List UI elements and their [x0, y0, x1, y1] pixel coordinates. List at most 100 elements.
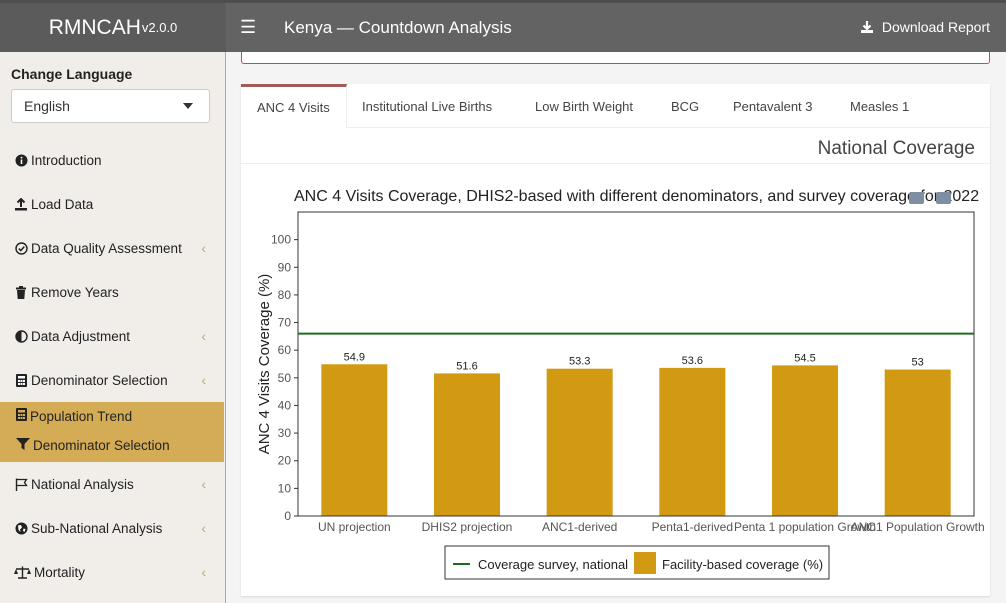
x-tick-label: DHIS2 projection	[422, 520, 513, 534]
bar[interactable]	[546, 368, 613, 516]
top-box-bottom-edge	[241, 52, 990, 64]
denominator-submenu: Population Trend Denominator Selection	[0, 402, 224, 462]
sidebar-item-data-quality[interactable]: Data Quality Assessment ‹	[0, 231, 226, 265]
language-label: Change Language	[11, 66, 133, 82]
y-tick-label: 90	[278, 260, 292, 274]
sidebar-item-label: National Analysis	[31, 476, 134, 492]
sidebar-item-subnational-analysis[interactable]: Sub-National Analysis ‹	[0, 511, 226, 545]
chart-toolbar	[909, 192, 951, 204]
chevron-down-icon	[183, 103, 193, 109]
bar[interactable]	[321, 364, 388, 516]
legend-bar-swatch	[634, 552, 656, 574]
sidebar-item-load-data[interactable]: Load Data	[0, 187, 226, 221]
bar[interactable]	[772, 365, 838, 516]
chevron-left-icon: ‹	[201, 240, 206, 256]
bar-value-label: 54.9	[344, 351, 365, 363]
x-tick-label: ANC1-derived	[542, 520, 617, 534]
balance-icon	[14, 565, 31, 579]
trash-icon	[14, 285, 28, 299]
indicator-tabs: ANC 4 Visits Institutional Live Births L…	[241, 84, 990, 128]
brand-name: RMNCAH	[48, 15, 141, 39]
coverage-panel: ANC 4 Visits Institutional Live Births L…	[241, 84, 990, 596]
x-tick-label: UN projection	[318, 520, 391, 534]
x-tick-label: Penta 1 population Growth	[734, 520, 876, 534]
upload-icon	[14, 197, 28, 211]
x-tick-label: Penta1-derived	[652, 520, 733, 534]
sidebar-item-label: Mortality	[34, 564, 86, 580]
y-tick-label: 30	[278, 426, 292, 440]
y-tick-label: 20	[278, 454, 292, 468]
tab-bcg[interactable]: BCG	[671, 98, 700, 114]
sidebar-item-data-adjustment[interactable]: Data Adjustment ‹	[0, 319, 226, 353]
y-tick-label: 0	[284, 509, 291, 523]
y-tick-label: 60	[278, 343, 292, 357]
legend-survey: Coverage survey, national	[478, 557, 628, 572]
sidebar-item-mortality[interactable]: Mortality ‹	[0, 555, 226, 589]
chart-legend: Coverage survey, national Facility-based…	[444, 545, 830, 580]
sidebar-item-denominator-selection[interactable]: Denominator Selection ‹	[0, 363, 226, 397]
chevron-left-icon: ‹	[201, 564, 206, 580]
sidebar-item-label: Data Quality Assessment	[31, 240, 182, 256]
submenu-item-label: Population Trend	[30, 408, 133, 424]
language-value: English	[24, 98, 70, 114]
page-title: Kenya — Countdown Analysis	[284, 18, 512, 37]
y-tick-label: 80	[278, 288, 292, 302]
submenu-item-label: Denominator Selection	[33, 438, 170, 453]
chevron-left-icon: ‹	[201, 520, 206, 536]
menu-toggle-icon[interactable]: ☰	[240, 17, 257, 37]
chevron-left-icon: ‹	[201, 476, 206, 492]
plot-frame	[297, 211, 975, 517]
sidebar: Change Language English Introduction Loa…	[0, 52, 226, 603]
tab-anc4[interactable]: ANC 4 Visits	[241, 84, 347, 128]
download-report-button[interactable]: Download Report	[860, 19, 990, 35]
language-select[interactable]: English	[11, 89, 210, 123]
x-tick-label: ANC1 Population Growth	[851, 520, 985, 534]
info-icon	[14, 153, 28, 167]
y-tick-label: 100	[271, 233, 291, 247]
camera-icon[interactable]	[909, 192, 924, 204]
coverage-chart: 0 10 20 30 40 50 60 70 80 90 100 UN projection DHIS…	[256, 211, 985, 580]
brand-logo[interactable]: RMNCAH v2.0.0	[0, 3, 226, 52]
tab-pentavalent3[interactable]: Pentavalent 3	[733, 98, 813, 114]
sidebar-item-introduction[interactable]: Introduction	[0, 143, 226, 177]
sidebar-item-label: Denominator Selection	[31, 372, 168, 388]
tab-low-birth-weight[interactable]: Low Birth Weight	[535, 98, 634, 114]
bar[interactable]	[659, 367, 726, 516]
submenu-item-population-trend[interactable]: Population Trend	[16, 408, 132, 424]
sidebar-item-label: Remove Years	[31, 284, 119, 300]
y-tick-label: 40	[278, 398, 292, 412]
sidebar-item-label: Load Data	[31, 196, 94, 212]
divider	[241, 163, 990, 164]
bar-value-label: 53.6	[682, 355, 703, 367]
download-label: Download Report	[881, 19, 990, 35]
legend-facility: Facility-based coverage (%)	[662, 557, 823, 572]
chart-title: ANC 4 Visits Coverage, DHIS2-based with …	[294, 188, 980, 205]
filter-icon	[16, 438, 30, 453]
bar-value-label: 53	[912, 357, 924, 369]
bar-value-label: 51.6	[456, 360, 477, 372]
tab-institutional-live-births[interactable]: Institutional Live Births	[362, 98, 493, 114]
sidebar-item-label: Sub-National Analysis	[31, 520, 163, 536]
sidebar-item-label: Data Adjustment	[31, 328, 131, 344]
sidebar-item-label: Introduction	[31, 152, 102, 168]
check-circle-icon	[14, 241, 28, 255]
brand-version: v2.0.0	[141, 20, 178, 35]
bar[interactable]	[884, 369, 951, 516]
download-data-icon[interactable]	[936, 192, 951, 204]
submenu-item-denominator-selection[interactable]: Denominator Selection	[16, 438, 170, 453]
calculator-icon	[16, 408, 27, 424]
calculator-icon	[14, 373, 28, 387]
bar[interactable]	[434, 373, 500, 516]
bar-value-label: 53.3	[569, 356, 590, 368]
bar-value-label: 54.5	[794, 352, 815, 364]
chevron-left-icon: ‹	[201, 328, 206, 344]
y-axis-label: ANC 4 Visits Coverage (%)	[256, 274, 273, 455]
y-tick-label: 70	[278, 316, 292, 330]
download-icon	[860, 21, 873, 33]
y-tick-label: 10	[278, 481, 292, 495]
section-title: National Coverage	[817, 138, 975, 159]
sidebar-item-remove-years[interactable]: Remove Years	[0, 275, 226, 309]
sidebar-item-national-analysis[interactable]: National Analysis ‹	[0, 467, 226, 501]
app-header: RMNCAH v2.0.0 ☰ Kenya — Countdown Analysi…	[0, 0, 1006, 52]
tab-measles1[interactable]: Measles 1	[850, 98, 910, 114]
